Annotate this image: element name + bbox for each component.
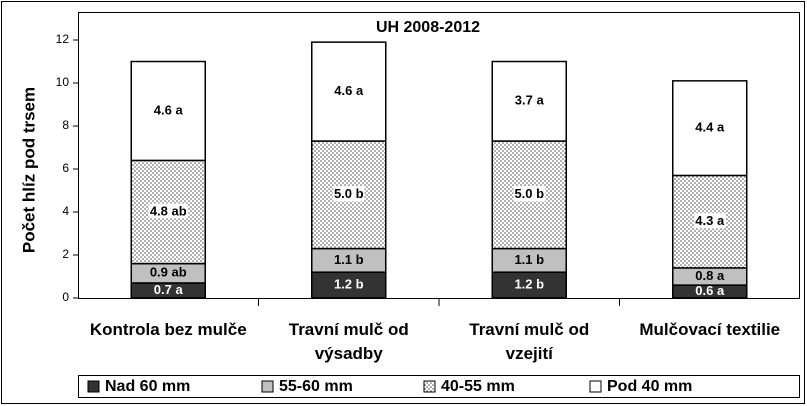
- data-label-bg: [332, 186, 365, 202]
- y-tick-label: 4: [62, 204, 69, 218]
- x-tick-label: Mulčovací textilie: [639, 320, 781, 339]
- bar-segment: [311, 41, 387, 142]
- data-label: 4.6 a: [334, 83, 364, 98]
- y-tick-label: 2: [62, 247, 69, 261]
- bar-segment: [311, 271, 387, 299]
- legend-label: Pod 40 mm: [607, 378, 692, 395]
- y-tick-label: 10: [56, 75, 70, 89]
- data-label: 0.8 a: [695, 268, 725, 283]
- bar-segment: [491, 60, 567, 142]
- legend-swatch: [87, 380, 100, 393]
- data-label-bg: [513, 186, 546, 202]
- data-label: 5.0 b: [334, 186, 364, 201]
- y-tick-label: 0: [62, 290, 69, 304]
- bar-segment: [491, 271, 567, 299]
- bar-segment: [130, 60, 206, 162]
- data-label: 0.9 ab: [150, 265, 187, 280]
- data-label: 1.2 b: [514, 277, 544, 292]
- data-label-bg: [148, 203, 188, 219]
- data-label: 1.1 b: [514, 252, 544, 267]
- data-label-bg: [694, 213, 726, 229]
- x-tick-label: Travní mulč od výsadby: [288, 320, 409, 363]
- data-label: 4.8 ab: [150, 203, 187, 218]
- x-tick-label: Kontrola bez mulče: [89, 320, 247, 339]
- legend-label: Nad 60 mm: [105, 378, 190, 395]
- legend-swatch: [423, 380, 436, 393]
- legend-label: 40-55 mm: [441, 378, 515, 395]
- data-label: 1.2 b: [334, 277, 364, 292]
- data-label: 5.0 b: [514, 186, 544, 201]
- x-tick-label: Travní mulč od vzejití: [469, 320, 590, 363]
- legend-swatch: [589, 380, 602, 393]
- data-label: 0.6 a: [695, 283, 725, 298]
- legend-box: [78, 375, 800, 398]
- chart-title: UH 2008-2012: [376, 19, 480, 36]
- y-axis-label: Počet hlíz pod trsem: [19, 87, 38, 253]
- data-label: 4.6 a: [154, 102, 184, 117]
- legend-swatch: [261, 380, 274, 393]
- y-tick-label: 6: [62, 161, 69, 175]
- y-tick-label: 12: [56, 32, 70, 46]
- y-tick-label: 8: [62, 118, 69, 132]
- data-label: 3.7 a: [515, 93, 545, 108]
- data-label: 4.4 a: [695, 120, 725, 135]
- data-label: 0.7 a: [154, 282, 184, 297]
- data-label: 1.1 b: [334, 252, 364, 267]
- data-label: 4.3 a: [695, 213, 725, 228]
- legend-label: 55-60 mm: [279, 378, 353, 395]
- bar-segment: [672, 80, 748, 177]
